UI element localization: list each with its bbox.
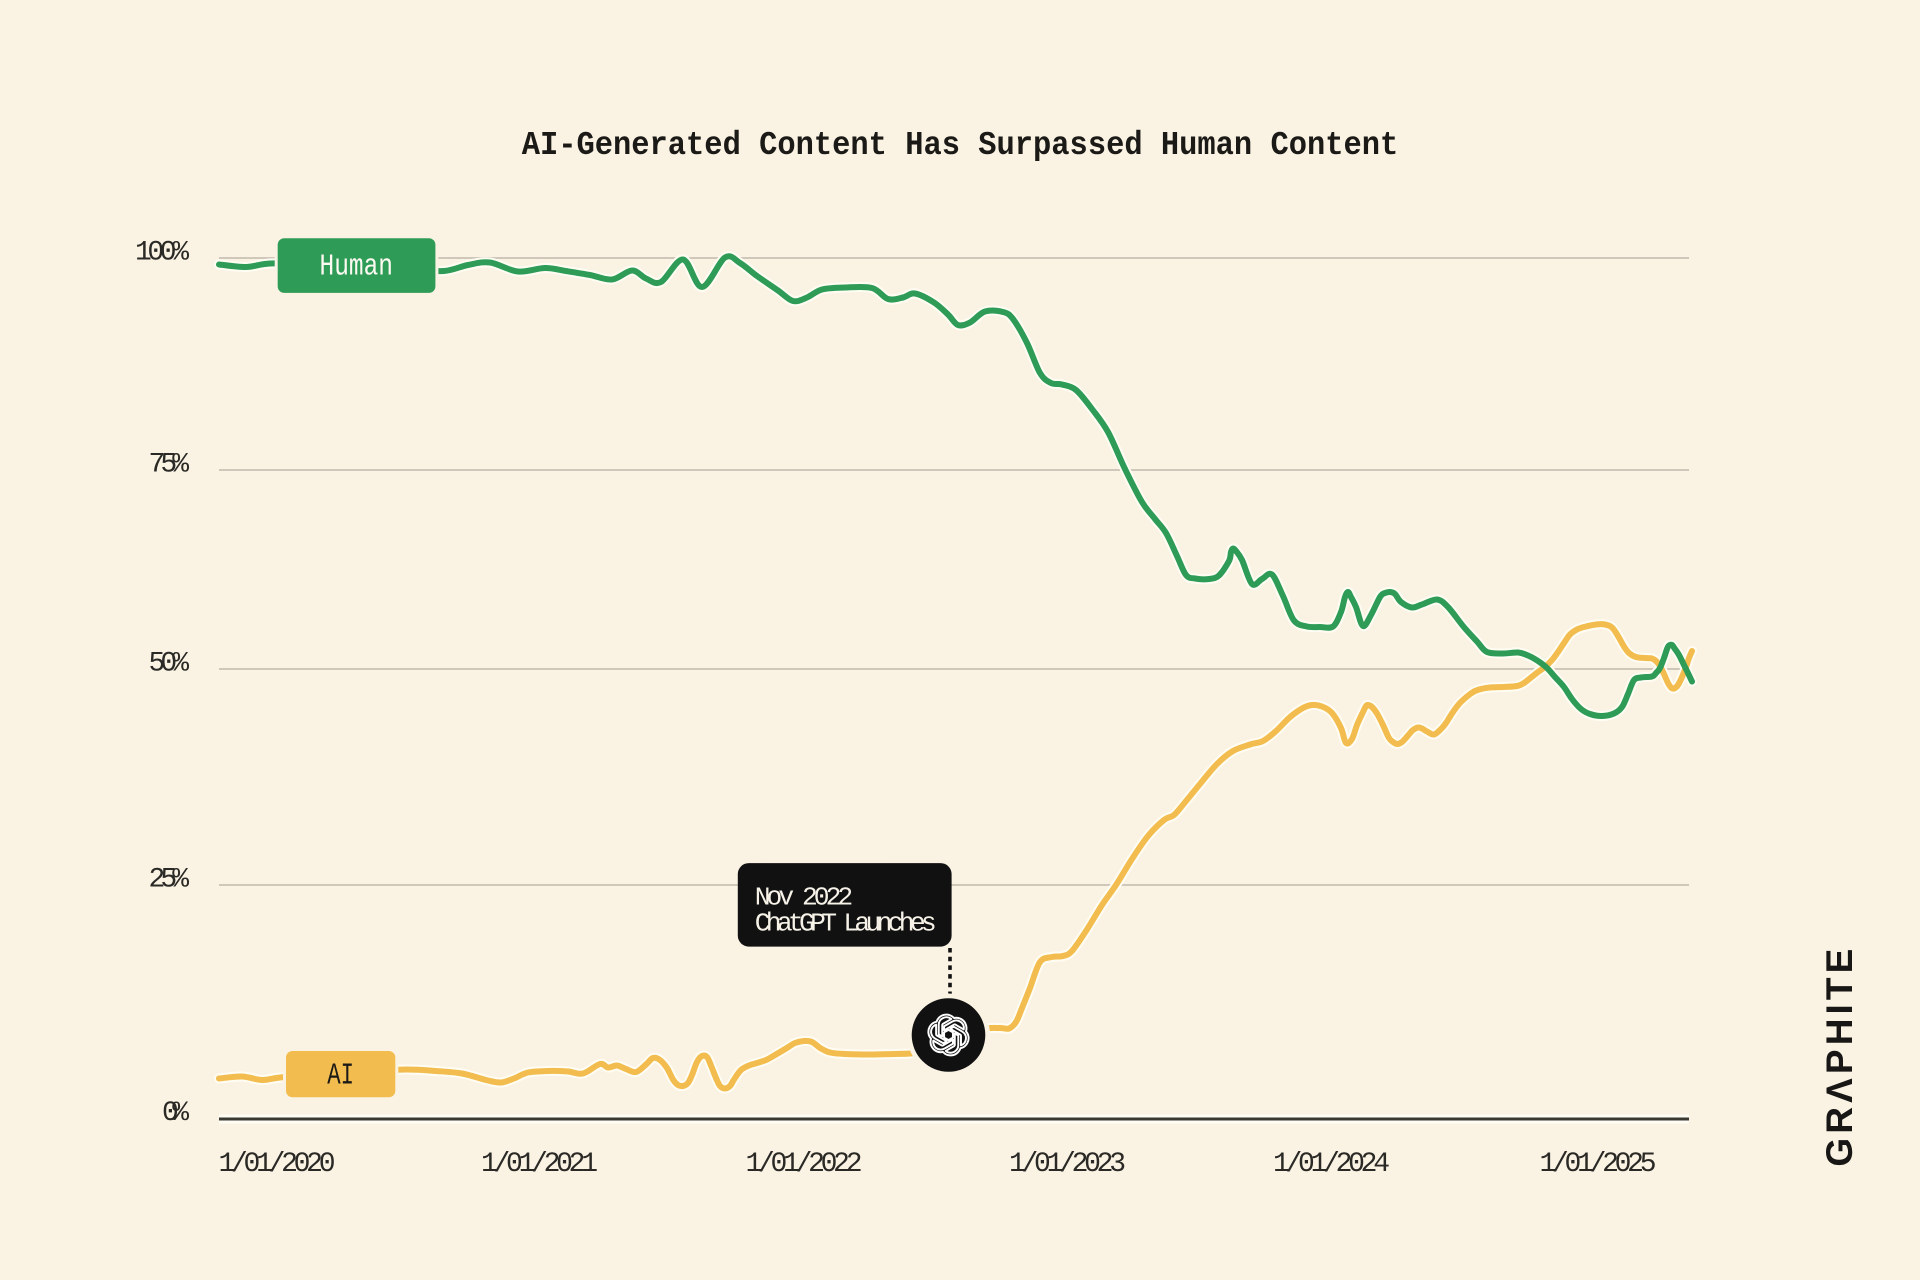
svg-text:75%: 75%	[149, 450, 190, 481]
svg-text:0%: 0%	[162, 1098, 189, 1129]
svg-text:1/01/2025: 1/01/2025	[1540, 1149, 1657, 1180]
svg-text:1/01/2023: 1/01/2023	[1009, 1149, 1126, 1180]
svg-text:Nov 2022: Nov 2022	[755, 883, 854, 913]
svg-text:100%: 100%	[135, 238, 189, 269]
svg-text:1/01/2022: 1/01/2022	[746, 1149, 863, 1180]
svg-text:1/01/2021: 1/01/2021	[481, 1149, 598, 1180]
svg-text:ChatGPT Launches: ChatGPT Launches	[755, 909, 937, 939]
svg-text:50%: 50%	[149, 649, 190, 680]
svg-text:AI-Generated Content Has Surpa: AI-Generated Content Has Surpassed Human…	[522, 127, 1399, 164]
svg-text:Human: Human	[320, 250, 394, 285]
svg-text:25%: 25%	[149, 865, 190, 896]
svg-text:AI: AI	[327, 1059, 354, 1094]
svg-text:1/01/2024: 1/01/2024	[1273, 1149, 1390, 1180]
svg-text:GRΛPHITE: GRΛPHITE	[1819, 945, 1860, 1167]
svg-text:1/01/2020: 1/01/2020	[219, 1149, 336, 1180]
